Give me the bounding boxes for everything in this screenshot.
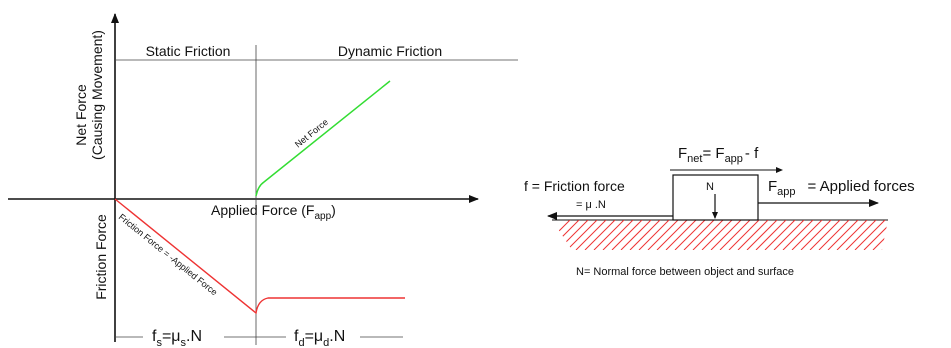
- hatch-line: [656, 220, 688, 250]
- hatch-line: [692, 220, 724, 250]
- hatch-line: [593, 220, 625, 250]
- hatch-line: [584, 220, 616, 250]
- hatch-line: [701, 220, 733, 250]
- hatch-line: [683, 220, 715, 250]
- hatch-line: [647, 220, 679, 250]
- hatch-line: [891, 220, 921, 250]
- hatch-line: [791, 220, 823, 250]
- hatch-line: [629, 220, 661, 250]
- hatch-line: [827, 220, 859, 250]
- block-label: N: [706, 181, 714, 193]
- hatch-line: [836, 220, 868, 250]
- x-axis-label: Applied Force (Fapp): [211, 202, 336, 222]
- hatch-line: [728, 220, 760, 250]
- hatch-line: [863, 220, 888, 250]
- hatch-line: [764, 220, 796, 250]
- net-force-line: [255, 80, 391, 197]
- hatch-line: [566, 220, 598, 250]
- y-upper-label-line1: Net Force: [73, 84, 89, 146]
- hatch-line: [800, 220, 832, 250]
- friction-line-label: Friction Force = -Applied Force: [117, 212, 220, 298]
- fd-formula: fd=μd.N: [294, 328, 345, 348]
- y-lower-label: Friction Force: [93, 214, 109, 300]
- fnet-equation: Fnet= Fapp - f: [678, 145, 759, 165]
- hatch-line: [552, 220, 571, 250]
- hatch-line: [611, 220, 643, 250]
- normal-force-note: N= Normal force between object and surfa…: [576, 266, 794, 278]
- right-diagram: Fnet= Fapp - f N f = Friction force = μ .…: [524, 145, 930, 278]
- hatch-line: [665, 220, 697, 250]
- hatch-line: [881, 220, 888, 250]
- ground-hatching: [552, 220, 930, 250]
- hatch-line: [620, 220, 652, 250]
- hatch-line: [719, 220, 751, 250]
- left-graph: Static Friction Dynamic Friction Net For…: [8, 13, 518, 348]
- hatch-line: [809, 220, 841, 250]
- hatch-line: [773, 220, 805, 250]
- hatch-line: [818, 220, 850, 250]
- region-label-static: Static Friction: [146, 43, 231, 59]
- friction-line: [114, 198, 405, 315]
- hatch-line: [782, 220, 814, 250]
- friction-label: f = Friction force: [524, 178, 625, 194]
- hatch-line: [845, 220, 877, 250]
- hatch-line: [575, 220, 607, 250]
- applied-force-label: Fapp = Applied forces: [768, 178, 915, 198]
- hatch-line: [854, 220, 886, 250]
- hatch-line: [900, 220, 930, 250]
- hatch-line: [674, 220, 706, 250]
- hatch-line: [638, 220, 670, 250]
- hatch-line: [737, 220, 769, 250]
- fs-formula: fs=μs.N: [152, 328, 202, 348]
- y-upper-label-line2: (Causing Movement): [89, 30, 105, 160]
- hatch-line: [710, 220, 742, 250]
- hatch-line: [557, 220, 589, 250]
- hatch-line: [552, 220, 580, 250]
- region-label-dynamic: Dynamic Friction: [338, 43, 442, 59]
- hatch-line: [755, 220, 787, 250]
- friction-equation: = μ .N: [576, 199, 606, 211]
- hatch-line: [746, 220, 778, 250]
- hatch-line: [602, 220, 634, 250]
- hatch-line: [872, 220, 888, 250]
